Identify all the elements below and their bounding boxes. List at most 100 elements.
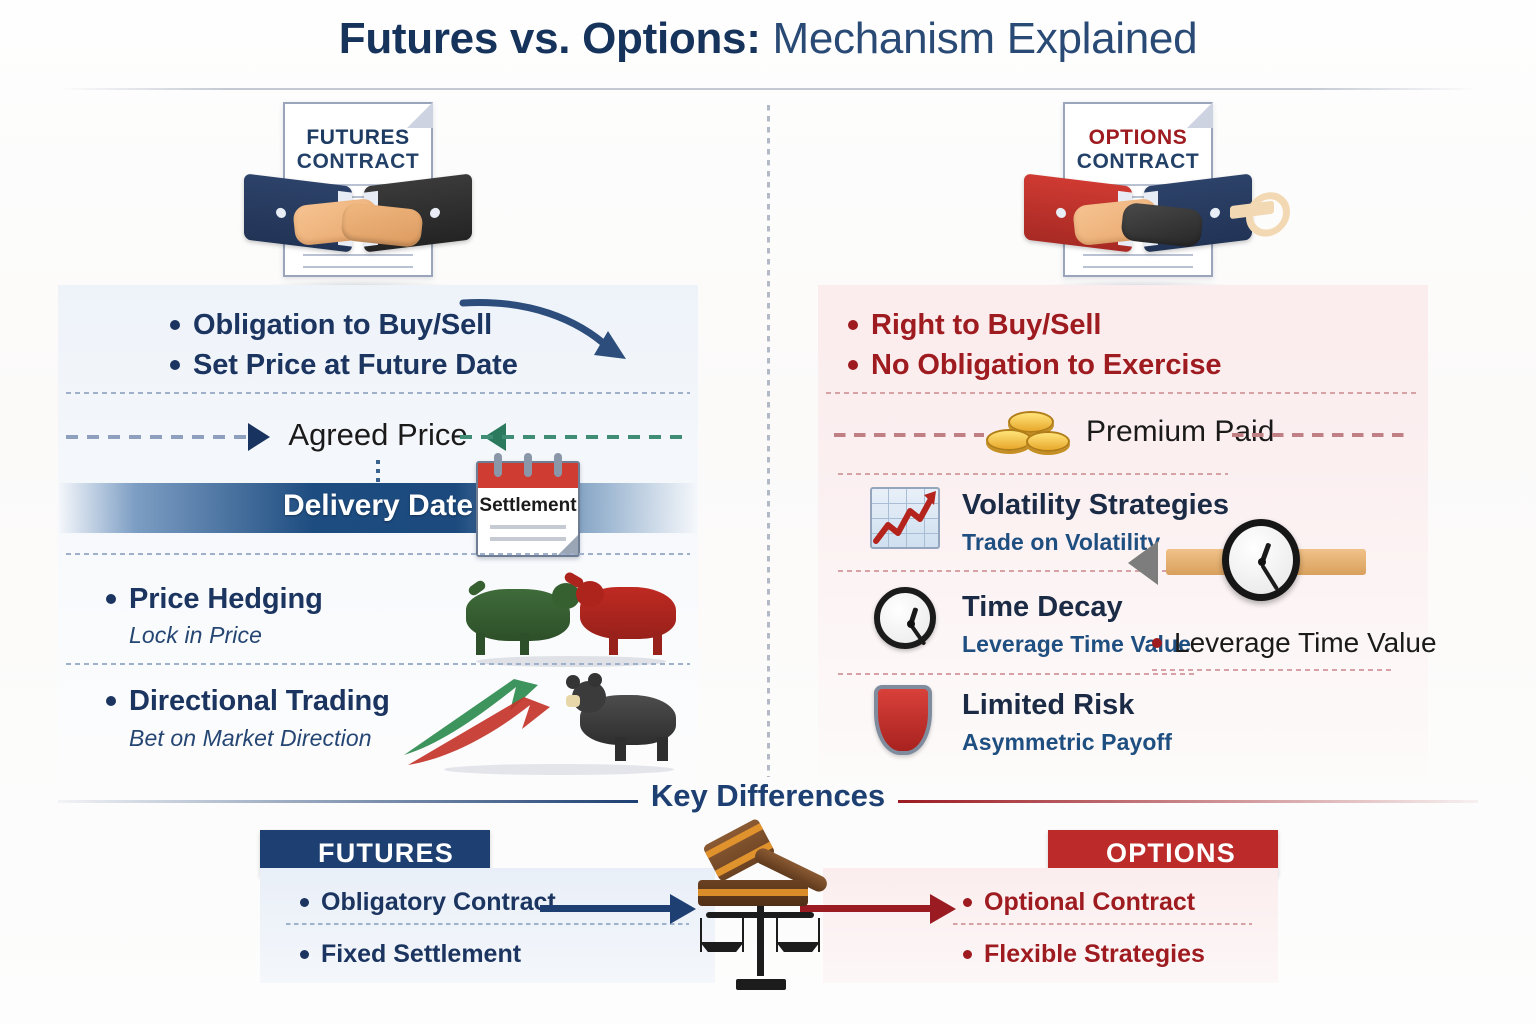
futures-feature-title: Directional Trading: [129, 685, 390, 717]
bullet-dot-icon: [106, 696, 116, 706]
premium-paid-label: Premium Paid: [1086, 415, 1275, 448]
options-divider-3: [838, 570, 1198, 572]
futures-doc-line1: FUTURES: [306, 126, 410, 149]
market-arrows-bear-illustration: [398, 673, 688, 775]
bull-bear-illustration: [466, 570, 676, 667]
futures-feature-title: Price Hedging: [129, 583, 323, 615]
futures-feature-sub: Lock in Price: [129, 622, 262, 648]
trend-arrows-icon: [404, 679, 550, 765]
futures-divider-1: [66, 392, 690, 394]
key-differences-header: Key Differences: [0, 778, 1536, 824]
agreed-price-dash-right: [460, 435, 690, 439]
options-bullet-0: Right to Buy/Sell: [848, 309, 1101, 342]
column-divider: [767, 105, 770, 777]
handshake-icon: [288, 192, 428, 252]
futures-bullet-1: Set Price at Future Date: [170, 349, 518, 382]
bullet-dot-icon: [848, 360, 858, 370]
options-bullet-label: Right to Buy/Sell: [871, 309, 1102, 341]
bullet-dot-icon: [848, 320, 858, 330]
options-bullet-label: No Obligation to Exercise: [871, 349, 1222, 381]
options-feature-sub: Trade on Volatility: [962, 529, 1161, 555]
options-bullet-1: No Obligation to Exercise: [848, 349, 1222, 382]
options-feature-title: Limited Risk: [962, 689, 1135, 721]
bullet-dot-icon: [106, 594, 116, 604]
options-feature-sub: Asymmetric Payoff: [962, 729, 1173, 755]
clock-icon: [874, 587, 936, 649]
premium-paid-row: Premium Paid: [818, 411, 1428, 463]
key-differences-line-left: [58, 800, 638, 803]
key-differences-futures-panel: Obligatory Contract Fixed Settlement: [260, 868, 715, 983]
coins-icon: [986, 411, 1074, 467]
calendar-label: Settlement: [479, 495, 577, 516]
watch-face-icon: [1222, 519, 1300, 601]
premium-dash-left: [834, 433, 984, 437]
delivery-date-band: [58, 483, 698, 533]
watch-label: Leverage Time Value: [1174, 627, 1437, 658]
delivery-date-label: Delivery Date: [282, 489, 474, 522]
options-contract-illustration: OPTIONS CONTRACT: [1018, 96, 1274, 292]
futures-feature-1: Directional Trading: [106, 685, 390, 718]
bullet-dot-icon: [1152, 638, 1162, 648]
gavel-icon: [690, 817, 840, 918]
options-badge-label: OPTIONS: [1106, 837, 1236, 868]
futures-divider-2: [66, 553, 690, 555]
chart-icon: [870, 487, 940, 549]
futures-panel: Obligation to Buy/Sell Set Price at Futu…: [58, 285, 698, 777]
futures-bullet-label: Obligation to Buy/Sell: [193, 309, 493, 341]
options-divider-4: [838, 673, 1198, 675]
page-title: Futures vs. Options: Mechanism Explained: [0, 14, 1536, 64]
futures-divider-3: [66, 663, 690, 665]
options-panel: Right to Buy/Sell No Obligation to Exerc…: [818, 285, 1437, 777]
bullet-dot-icon: [963, 898, 972, 907]
kd-futures-item-1: Fixed Settlement: [300, 940, 521, 969]
title-light-part: Mechanism Explained: [760, 14, 1198, 63]
bullet-dot-icon: [300, 950, 309, 959]
futures-doc-line2: CONTRACT: [296, 150, 420, 173]
scales-of-justice-icon: [700, 898, 820, 990]
kd-options-separator: [953, 923, 1252, 925]
premium-dash-right: [1232, 433, 1412, 437]
arrow-right-navy-icon: [540, 894, 696, 924]
agreed-price-dash-left: [66, 435, 246, 439]
futures-badge-label: FUTURES: [318, 837, 454, 868]
kd-options-item-label: Flexible Strategies: [984, 940, 1205, 968]
kd-options-item-label: Optional Contract: [984, 888, 1196, 916]
kd-futures-item-label: Fixed Settlement: [321, 940, 522, 968]
agreed-price-label: Agreed Price: [288, 417, 468, 452]
settlement-calendar-icon: Settlement: [476, 453, 580, 557]
bullet-dot-icon: [300, 898, 309, 907]
kd-futures-item-0: Obligatory Contract: [300, 888, 556, 917]
handshake-icon: [1068, 192, 1208, 252]
options-doc-line1: OPTIONS: [1088, 126, 1188, 149]
arrow-left-gray-icon: [1128, 541, 1158, 585]
futures-feature-sub: Bet on Market Direction: [129, 725, 372, 751]
wristwatch-cluster: Leverage Time Value: [1122, 497, 1437, 671]
options-divider-watch: [1152, 669, 1394, 671]
agreed-price-connector: [376, 460, 380, 486]
bullet-dot-icon: [170, 360, 180, 370]
options-doc-line2: CONTRACT: [1076, 150, 1200, 173]
title-bold-part: Futures vs. Options:: [338, 14, 761, 63]
key-differences-title: Key Differences: [650, 778, 886, 813]
leverage-time-value-row: Leverage Time Value: [1152, 627, 1437, 659]
key-differences-options-panel: Optional Contract Flexible Strategies: [823, 868, 1278, 983]
futures-bullet-label: Set Price at Future Date: [193, 349, 518, 381]
kd-options-item-0: Optional Contract: [963, 888, 1195, 917]
options-divider-1: [826, 392, 1420, 394]
futures-bullet-0: Obligation to Buy/Sell: [170, 309, 492, 342]
arrow-right-red-icon: [800, 894, 956, 924]
arrow-right-navy-icon: [248, 423, 270, 451]
options-divider-2: [838, 473, 1228, 475]
bullet-dot-icon: [170, 320, 180, 330]
options-feature-title: Time Decay: [962, 591, 1123, 623]
agreed-price-row: Agreed Price: [58, 415, 698, 457]
curved-arrow-icon: [459, 298, 626, 359]
kd-options-item-1: Flexible Strategies: [963, 940, 1205, 969]
shield-icon: [874, 685, 932, 755]
options-feature-title: Volatility Strategies: [962, 489, 1229, 521]
bullet-dot-icon: [963, 950, 972, 959]
kd-futures-separator: [286, 923, 689, 925]
key-differences-line-right: [898, 800, 1478, 803]
kd-futures-item-label: Obligatory Contract: [321, 888, 556, 916]
